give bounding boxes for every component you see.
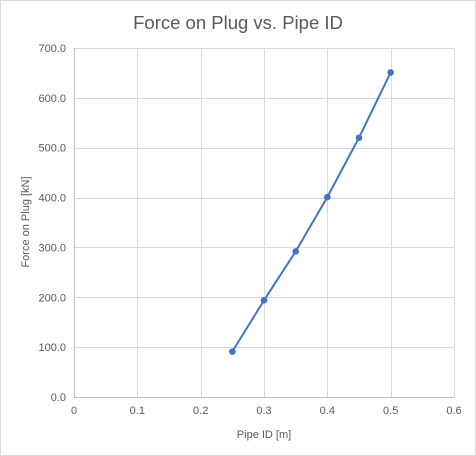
x-tick-label: 0.5 (383, 405, 398, 417)
axes (74, 48, 454, 398)
data-point (229, 348, 236, 355)
y-tick-label: 300.0 (38, 242, 66, 254)
y-tick-label: 100.0 (38, 342, 66, 354)
y-tick-label: 400.0 (38, 193, 66, 205)
y-tick-labels: 0.0 100.0 200.0 300.0 400.0 500.0 600.0 700.0 (38, 43, 66, 404)
data-point (260, 296, 268, 304)
y-tick-label: 700.0 (38, 43, 66, 55)
grid-lines (74, 48, 455, 397)
x-tick-label: 0.2 (193, 405, 208, 417)
y-tick-label: 500.0 (38, 143, 66, 155)
data-point (324, 193, 331, 201)
data-point (292, 248, 299, 255)
x-tick-labels: 0 0.1 0.2 0.3 0.4 0.5 0.6 (71, 405, 462, 417)
x-tick-label: 0 (71, 405, 77, 417)
x-tick-label: 0.4 (320, 405, 335, 417)
x-tick-label: 0.3 (256, 405, 271, 417)
series-line (231, 71, 392, 353)
y-axis-label: Force on Plug [kN] (20, 176, 32, 267)
y-tick-label: 0.0 (51, 392, 66, 404)
data-series (229, 69, 394, 355)
x-tick-label: 0.6 (446, 405, 461, 417)
data-point (355, 134, 363, 142)
y-tick-label: 600.0 (38, 93, 66, 105)
chart-title: Force on Plug vs. Pipe ID (133, 12, 343, 33)
data-point (387, 69, 394, 76)
x-tick-label: 0.1 (130, 405, 145, 417)
y-tick-label: 200.0 (38, 292, 66, 304)
x-axis-label: Pipe ID [m] (237, 429, 291, 441)
